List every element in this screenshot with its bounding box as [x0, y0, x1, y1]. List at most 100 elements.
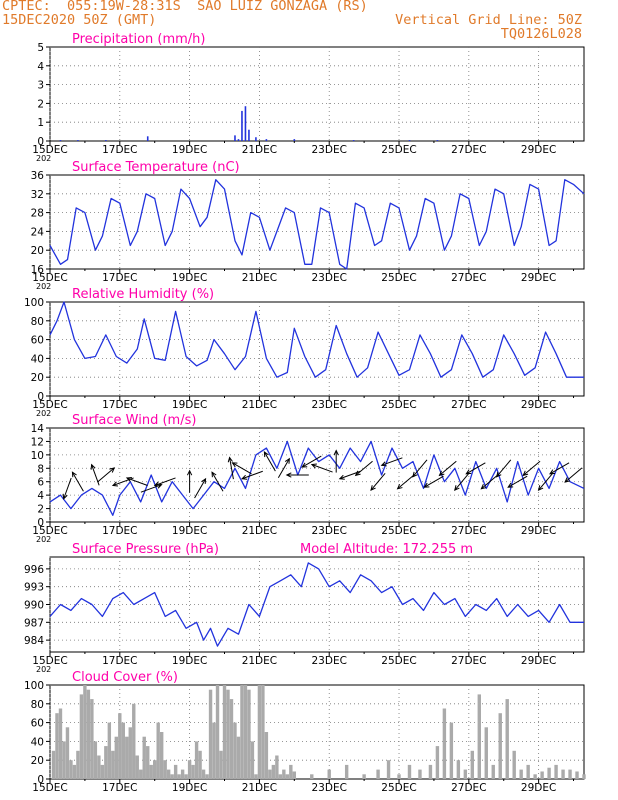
panel-frame	[49, 301, 585, 397]
cloud-bar	[407, 764, 412, 779]
cloud-bar	[285, 774, 290, 779]
cloud-bar	[156, 722, 160, 779]
precip-bar	[436, 140, 439, 141]
precip-bar	[146, 136, 149, 141]
cloud-bar	[261, 685, 265, 779]
x-tick-label: 19DEC	[172, 525, 207, 537]
y-tick-label: 0	[37, 774, 44, 786]
y-tick-label: 14	[31, 423, 45, 435]
wind-arrow	[397, 474, 415, 490]
date-line: 15DEC2020 50Z (GMT)	[2, 12, 157, 28]
grid-info: Vertical Grid Line: 50Z	[395, 12, 582, 28]
cloud-bar	[526, 764, 530, 779]
y-tick-label: 100	[24, 680, 44, 692]
wind-arrow-head	[454, 485, 460, 492]
y-tick-label: 20	[31, 755, 44, 767]
y-tick-label: 993	[24, 582, 44, 594]
precip-bar	[77, 140, 79, 141]
x-tick-label: 29DEC	[521, 399, 556, 411]
wind-arrow	[496, 459, 512, 478]
cloud-bar	[282, 769, 286, 779]
cloud-bar	[491, 764, 495, 779]
wind-arrow-head	[62, 493, 68, 500]
wind-arrow-head	[231, 462, 238, 468]
y-tick-label: 5	[37, 42, 44, 54]
cloud-bar	[107, 722, 112, 779]
wind-arrow	[63, 477, 72, 499]
cloud-bar	[463, 769, 468, 779]
x-tick-label: 15DEC	[32, 782, 67, 794]
x-tick-label: 15DEC	[32, 399, 67, 411]
precip-bar	[265, 139, 268, 141]
y-tick-label: 6	[37, 477, 44, 489]
x-tick-label: 27DEC	[451, 782, 486, 794]
panel-frame	[49, 46, 585, 142]
precip-bar	[255, 137, 257, 141]
precip-bar	[234, 135, 236, 141]
panel-title: Surface Pressure (hPa)	[72, 542, 219, 557]
panel-title: Cloud Cover (%)	[72, 670, 178, 685]
x-tick-label: 23DEC	[312, 399, 347, 411]
y-tick-label: 12	[31, 436, 44, 448]
cloud-bar	[533, 774, 537, 779]
x-tick-label: 29DEC	[521, 782, 556, 794]
cloud-bar	[456, 760, 461, 779]
wind-arrow	[412, 459, 428, 478]
cloud-bar	[547, 767, 551, 779]
y-tick-label: 0	[37, 136, 44, 148]
cloud-bar	[212, 722, 216, 779]
cloud-bar	[86, 689, 91, 779]
x-tick-label: 21DEC	[242, 782, 277, 794]
cloud-bar	[132, 703, 136, 779]
cloud-bar	[163, 760, 167, 779]
cloud-bar	[51, 750, 56, 779]
y-tick-label: 996	[24, 564, 44, 576]
wind-arrow-head	[480, 484, 487, 490]
cloud-bar	[159, 732, 164, 779]
wind-arrow	[211, 471, 224, 492]
cloud-bar	[575, 771, 579, 779]
wind-arrow-head	[310, 463, 317, 469]
cloud-bar	[226, 689, 230, 779]
x-tick-label: 29DEC	[521, 272, 556, 284]
cloud-bar	[435, 746, 440, 779]
x-tick-label: 25DEC	[381, 525, 416, 537]
y-tick-label: 3	[37, 80, 44, 92]
precip-bar	[241, 110, 243, 141]
cloud-bar	[397, 774, 401, 779]
cloud-bar	[166, 769, 171, 779]
cloud-bar	[470, 750, 475, 779]
cloud-bar	[292, 771, 297, 779]
panel-title: Surface Wind (m/s)	[72, 413, 196, 428]
precip-bar	[248, 129, 250, 141]
cloud-bar	[442, 708, 447, 779]
cloud-bar	[153, 760, 157, 779]
x-tick-label: 25DEC	[381, 272, 416, 284]
cloud-bar	[62, 741, 66, 779]
y-tick-label: 990	[24, 600, 44, 612]
wind-arrow-head	[201, 477, 207, 484]
wind-arrow-head	[438, 470, 445, 477]
x-tick-label: 25DEC	[381, 144, 416, 156]
cloud-bar	[362, 774, 366, 779]
cloud-bar	[477, 694, 481, 779]
x-tick-label: 21DEC	[242, 272, 277, 284]
cloud-bar	[540, 771, 544, 779]
y-tick-label: 984	[24, 635, 44, 647]
cloud-bar	[128, 727, 132, 779]
cloud-bar	[582, 774, 586, 779]
cloud-bar	[505, 699, 509, 779]
cloud-bar	[233, 722, 237, 779]
y-tick-label: 1	[37, 117, 44, 129]
precip-bar	[352, 140, 355, 141]
cloud-bar	[198, 750, 202, 779]
wind-arrow-head	[522, 470, 529, 477]
y-tick-label: 80	[31, 699, 44, 711]
wind-arrow-head	[285, 472, 292, 478]
cloud-bar	[512, 750, 516, 779]
cloud-bar	[208, 689, 213, 779]
x-tick-label: 27DEC	[451, 655, 486, 667]
x-tick-label: 19DEC	[172, 782, 207, 794]
x-tick-label: 21DEC	[242, 144, 277, 156]
